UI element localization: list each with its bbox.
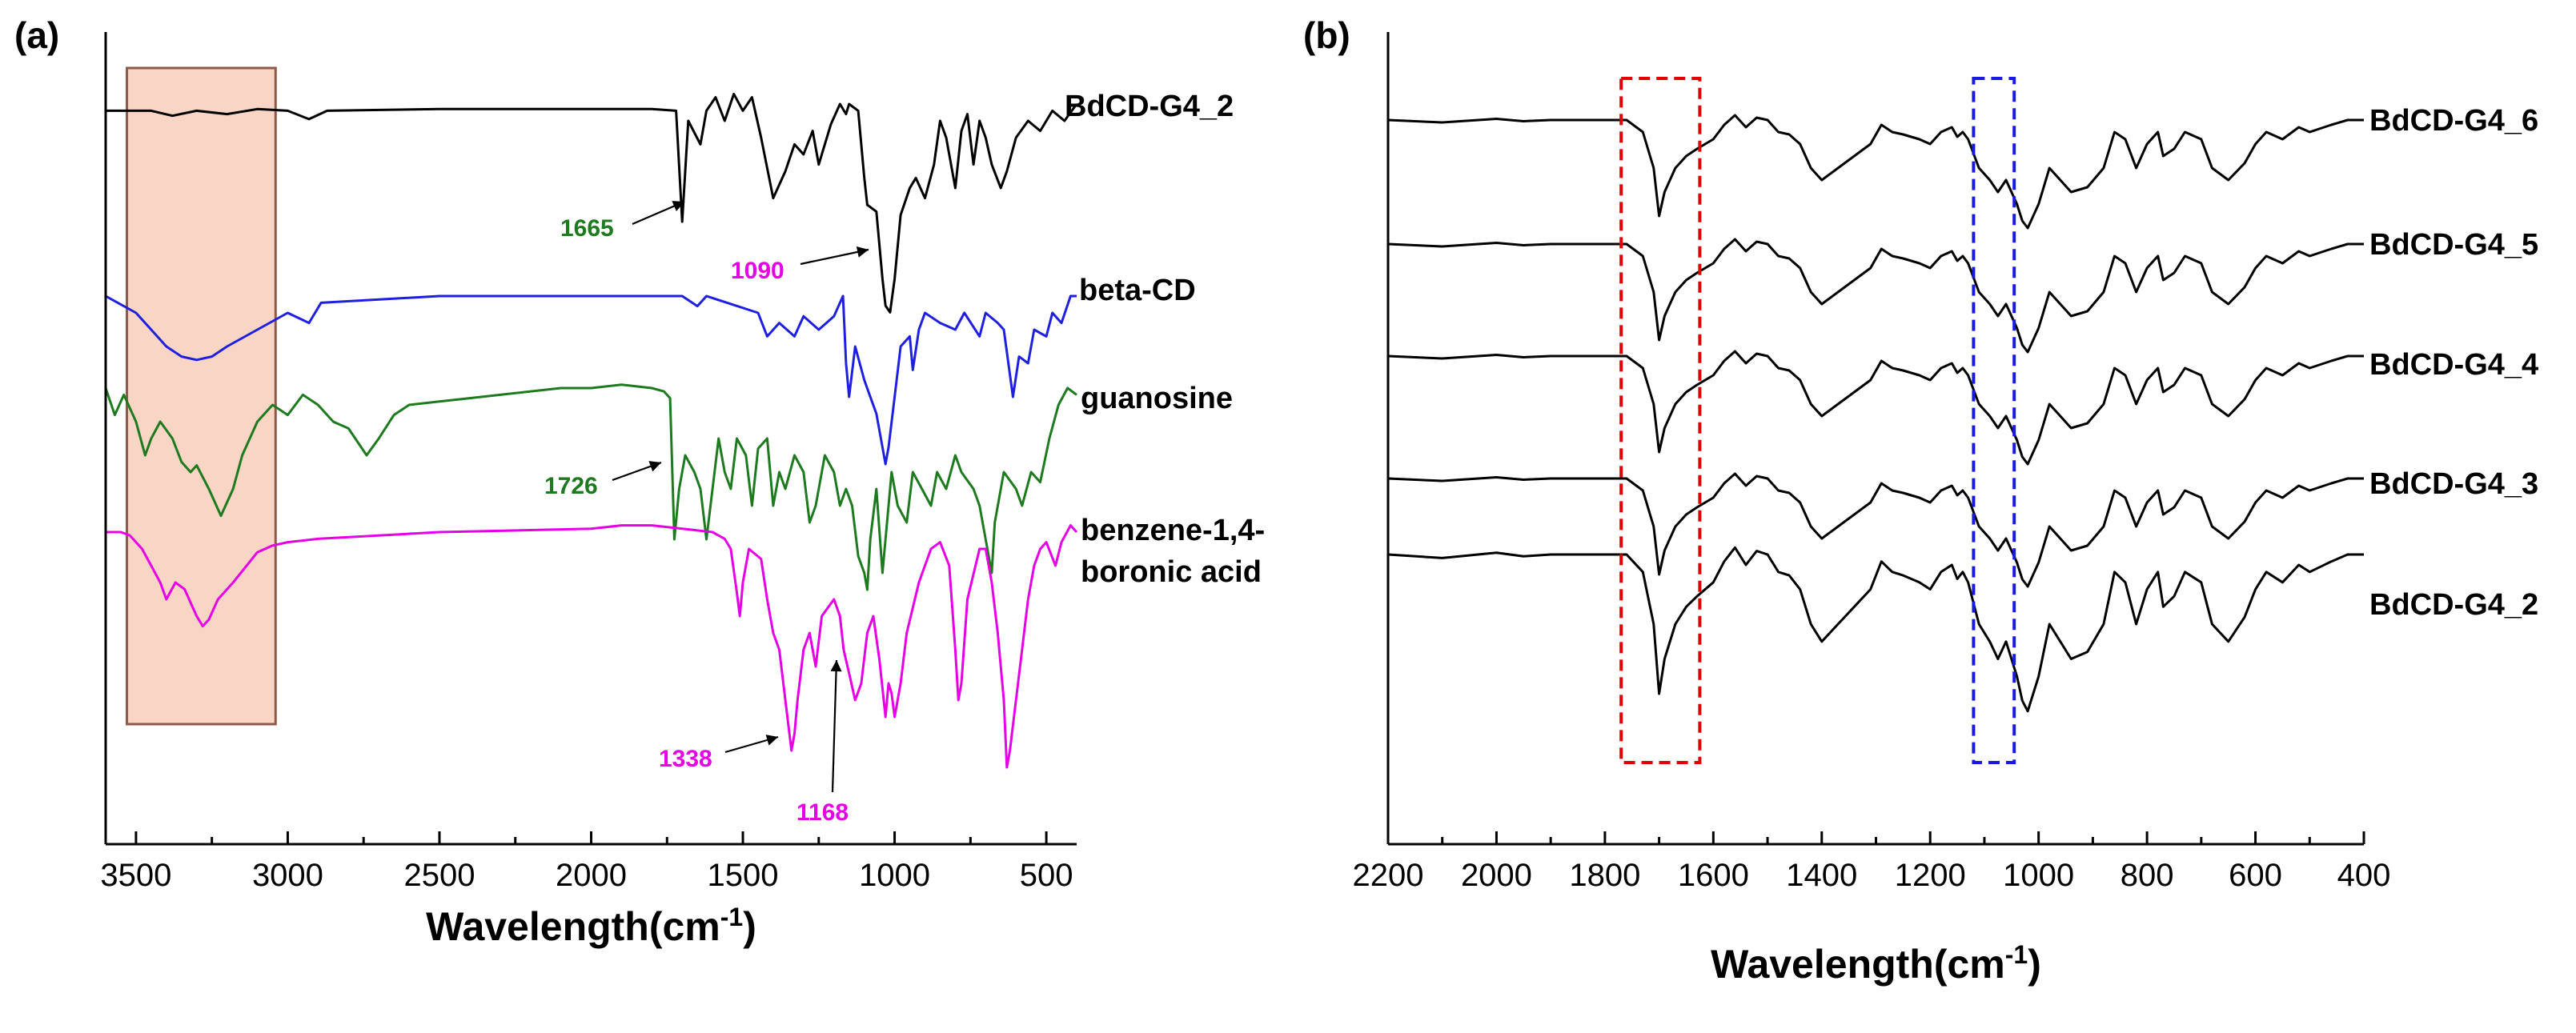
series-bdcd-g4-2 [106,92,1078,314]
panel-b-x-axis-title: Wavelength(cm-1) [1711,940,2041,987]
x-tick-label: 1600 [1678,858,1749,893]
x-tick-label: 600 [2229,858,2282,893]
panel-a-x-axis-title: Wavelength(cm-1) [426,903,756,949]
series-benzene-1-4-boronic-acid [106,524,1078,769]
panel-b-series-labels: BdCD-G4_6 BdCD-G4_5 BdCD-G4_4 BdCD-G4_3 BdCD… [2369,104,2538,622]
peak-arrow-1168 [831,659,838,793]
panel-a: (a) 1665 1090 1726 1338 1168 3500 3000 2500 200… [14,14,1265,949]
panel-b-label: (b) [1303,14,1350,56]
x-tick-label: 2500 [403,858,475,893]
series-label-guanosine: guanosine [1081,382,1233,415]
panel-a-series [104,92,1078,769]
x-tick-label: 500 [1020,858,1073,893]
panel-b-series [1387,114,2364,713]
x-tick-label: 2000 [1461,858,1532,893]
series-beta-cd [105,294,1077,466]
panel-a-ticks: 3500 3000 2500 2000 1500 1000 500 [100,831,1073,893]
x-tick-label: 800 [2121,858,2174,893]
peak-arrow-1090 [800,248,869,266]
highlight-box-2 [1972,77,2016,764]
series-label-bdcd-g4-4: BdCD-G4_4 [2369,348,2538,382]
peak-arrowhead-1168 [830,660,842,672]
peak-label-1665: 1665 [560,215,614,242]
series-bdcd-g4-5 [1387,238,2364,354]
peak-label-1168: 1168 [796,799,849,826]
panel-b: (b) 2200 2000 1800 1600 1400 1200 1000 800 600 40… [1303,14,2538,987]
series-label-bdcd-g4-6: BdCD-G4_6 [2369,104,2538,138]
panel-a-series-labels: BdCD-G4_2 beta-CD guanosine benzene-1,4- bor… [1065,90,1265,589]
series-label-bdcd-g4-5: BdCD-G4_5 [2369,228,2538,262]
x-tick-label: 1000 [859,858,930,893]
panel-a-label: (a) [14,14,59,56]
series-label-benzene-1-4-boronic-acid: benzene-1,4- [1081,514,1265,547]
peak-arrowhead-1726 [648,461,661,472]
x-tick-label: 400 [2337,858,2391,893]
peak-label-1338: 1338 [659,746,712,772]
series-bdcd-g4-6 [1387,114,2364,230]
panel-b-highlight-boxes [1619,77,2016,764]
x-tick-label: 1200 [1895,858,1966,893]
highlight-box-1 [1619,77,1702,764]
panel-b-ticks: 2200 2000 1800 1600 1400 1200 1000 800 600 400 [1353,831,2391,893]
series-label-bdcd-g4-2: BdCD-G4_2 [1065,90,1234,123]
series-label-benzene-1-4-boronic-acid: boronic acid [1081,555,1262,589]
peak-label-1090: 1090 [731,258,784,284]
peak-arrowhead-1090 [856,246,869,258]
x-tick-label: 1500 [708,858,779,893]
panel-a-annotations: 1665 1090 1726 1338 1168 [544,200,869,826]
highlight-band [126,66,277,726]
x-tick-label: 3000 [252,858,323,893]
x-tick-label: 2200 [1353,858,1424,893]
peak-arrowhead-1665 [672,201,684,211]
peak-label-1726: 1726 [544,473,598,499]
x-tick-label: 1000 [2003,858,2074,893]
series-guanosine [104,383,1077,591]
x-tick-label: 1400 [1786,858,1857,893]
x-tick-label: 2000 [556,858,627,893]
series-bdcd-g4-3 [1387,472,2364,588]
peak-arrowhead-1338 [765,735,778,746]
series-label-bdcd-g4-2: BdCD-G4_2 [2369,588,2538,622]
series-bdcd-g4-2 [1387,546,2364,713]
x-tick-label: 3500 [100,858,171,893]
series-label-beta-cd: beta-CD [1079,274,1196,307]
series-label-bdcd-g4-3: BdCD-G4_3 [2369,467,2538,501]
series-bdcd-g4-4 [1387,350,2364,466]
x-tick-label: 1800 [1569,858,1640,893]
